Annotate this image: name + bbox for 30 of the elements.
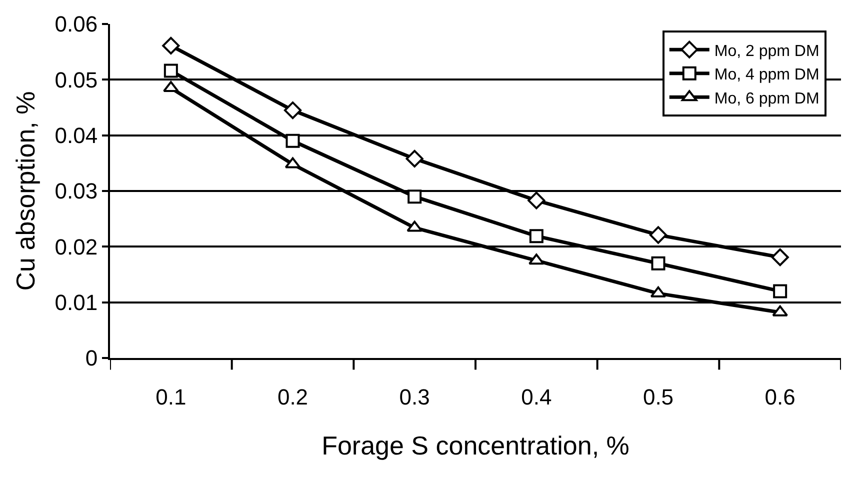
y-tick-label: 0.05	[54, 67, 98, 92]
y-tick-label: 0.06	[54, 12, 98, 37]
x-tick-label: 0.1	[156, 384, 186, 410]
y-tick-label: 0.01	[54, 290, 98, 316]
y-tick-label: 0.03	[54, 178, 98, 204]
legend-label: Mo, 2 ppm DM	[714, 42, 820, 60]
x-tick-label: 0.5	[642, 384, 674, 410]
point	[162, 36, 180, 55]
point	[406, 150, 424, 168]
x-tick-label: 0.4	[521, 384, 552, 410]
x-tick-label: 0.6	[764, 384, 796, 410]
legend-label: Mo, 6 ppm DM	[714, 90, 820, 108]
point	[164, 64, 178, 78]
point	[649, 226, 668, 244]
y-tick-label: 0	[85, 346, 98, 371]
point	[529, 229, 544, 244]
point	[771, 248, 789, 266]
legend-label: Mo, 4 ppm DM	[714, 66, 820, 84]
point	[284, 101, 302, 120]
point	[773, 284, 788, 298]
x-axis-title: Forage S concentration, %	[322, 430, 630, 461]
point	[528, 192, 546, 210]
point	[408, 190, 422, 204]
x-tick-label: 0.3	[399, 384, 430, 410]
y-tick-label: 0.02	[54, 234, 98, 260]
y-axis-title: Cu absorption, %	[10, 91, 41, 291]
x-tick-label: 0.2	[277, 384, 308, 410]
point	[651, 256, 666, 270]
y-tick-label: 0.04	[54, 123, 98, 148]
point	[286, 134, 300, 148]
